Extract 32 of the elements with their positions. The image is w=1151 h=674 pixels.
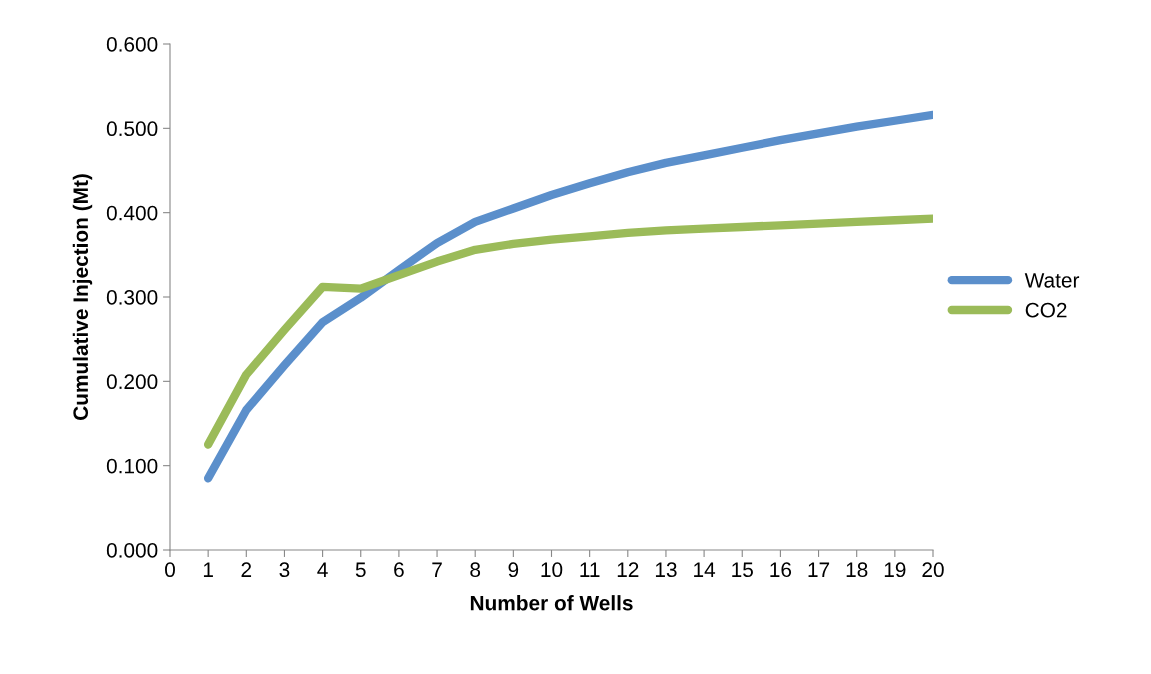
y-tick-label: 0.400 — [106, 205, 158, 221]
y-tick-label: 0.600 — [106, 37, 158, 52]
x-axis-title: Number of Wells — [470, 595, 633, 611]
x-tick-label: 1 — [203, 562, 213, 577]
x-tick-label: 19 — [884, 562, 906, 578]
x-tick-label: 6 — [394, 562, 404, 578]
x-tick-label: 16 — [770, 562, 792, 578]
legend-label: Water — [1024, 273, 1080, 288]
x-tick-label: 2 — [241, 562, 252, 577]
y-axis-title: Cumulative Injection (Mt) — [72, 174, 93, 420]
y-tick-label: 0.300 — [106, 290, 158, 305]
x-tick-label: 11 — [580, 562, 600, 577]
x-tick-label: 9 — [508, 562, 519, 578]
x-tick-label: 0 — [165, 562, 175, 578]
legend-label: CO2 — [1025, 302, 1067, 318]
y-tick-label: 0.500 — [106, 121, 158, 137]
x-tick-label: 5 — [355, 562, 366, 578]
y-tick-label: 0.000 — [106, 543, 158, 558]
x-tick-label: 18 — [846, 562, 868, 578]
x-tick-label: 8 — [470, 562, 481, 578]
x-tick-label: 7 — [432, 562, 442, 577]
x-tick-label: 12 — [617, 562, 639, 577]
x-tick-label: 15 — [732, 562, 753, 578]
x-tick-label: 14 — [694, 562, 716, 577]
y-tick-label: 0.200 — [106, 374, 158, 390]
y-tick-label: 0.100 — [106, 458, 158, 474]
x-tick-label: 20 — [922, 562, 944, 578]
x-tick-label: 13 — [655, 562, 677, 578]
x-tick-label: 4 — [317, 562, 328, 577]
x-tick-label: 17 — [808, 562, 830, 577]
x-tick-label: 3 — [279, 562, 290, 578]
x-tick-label: 10 — [541, 562, 563, 578]
